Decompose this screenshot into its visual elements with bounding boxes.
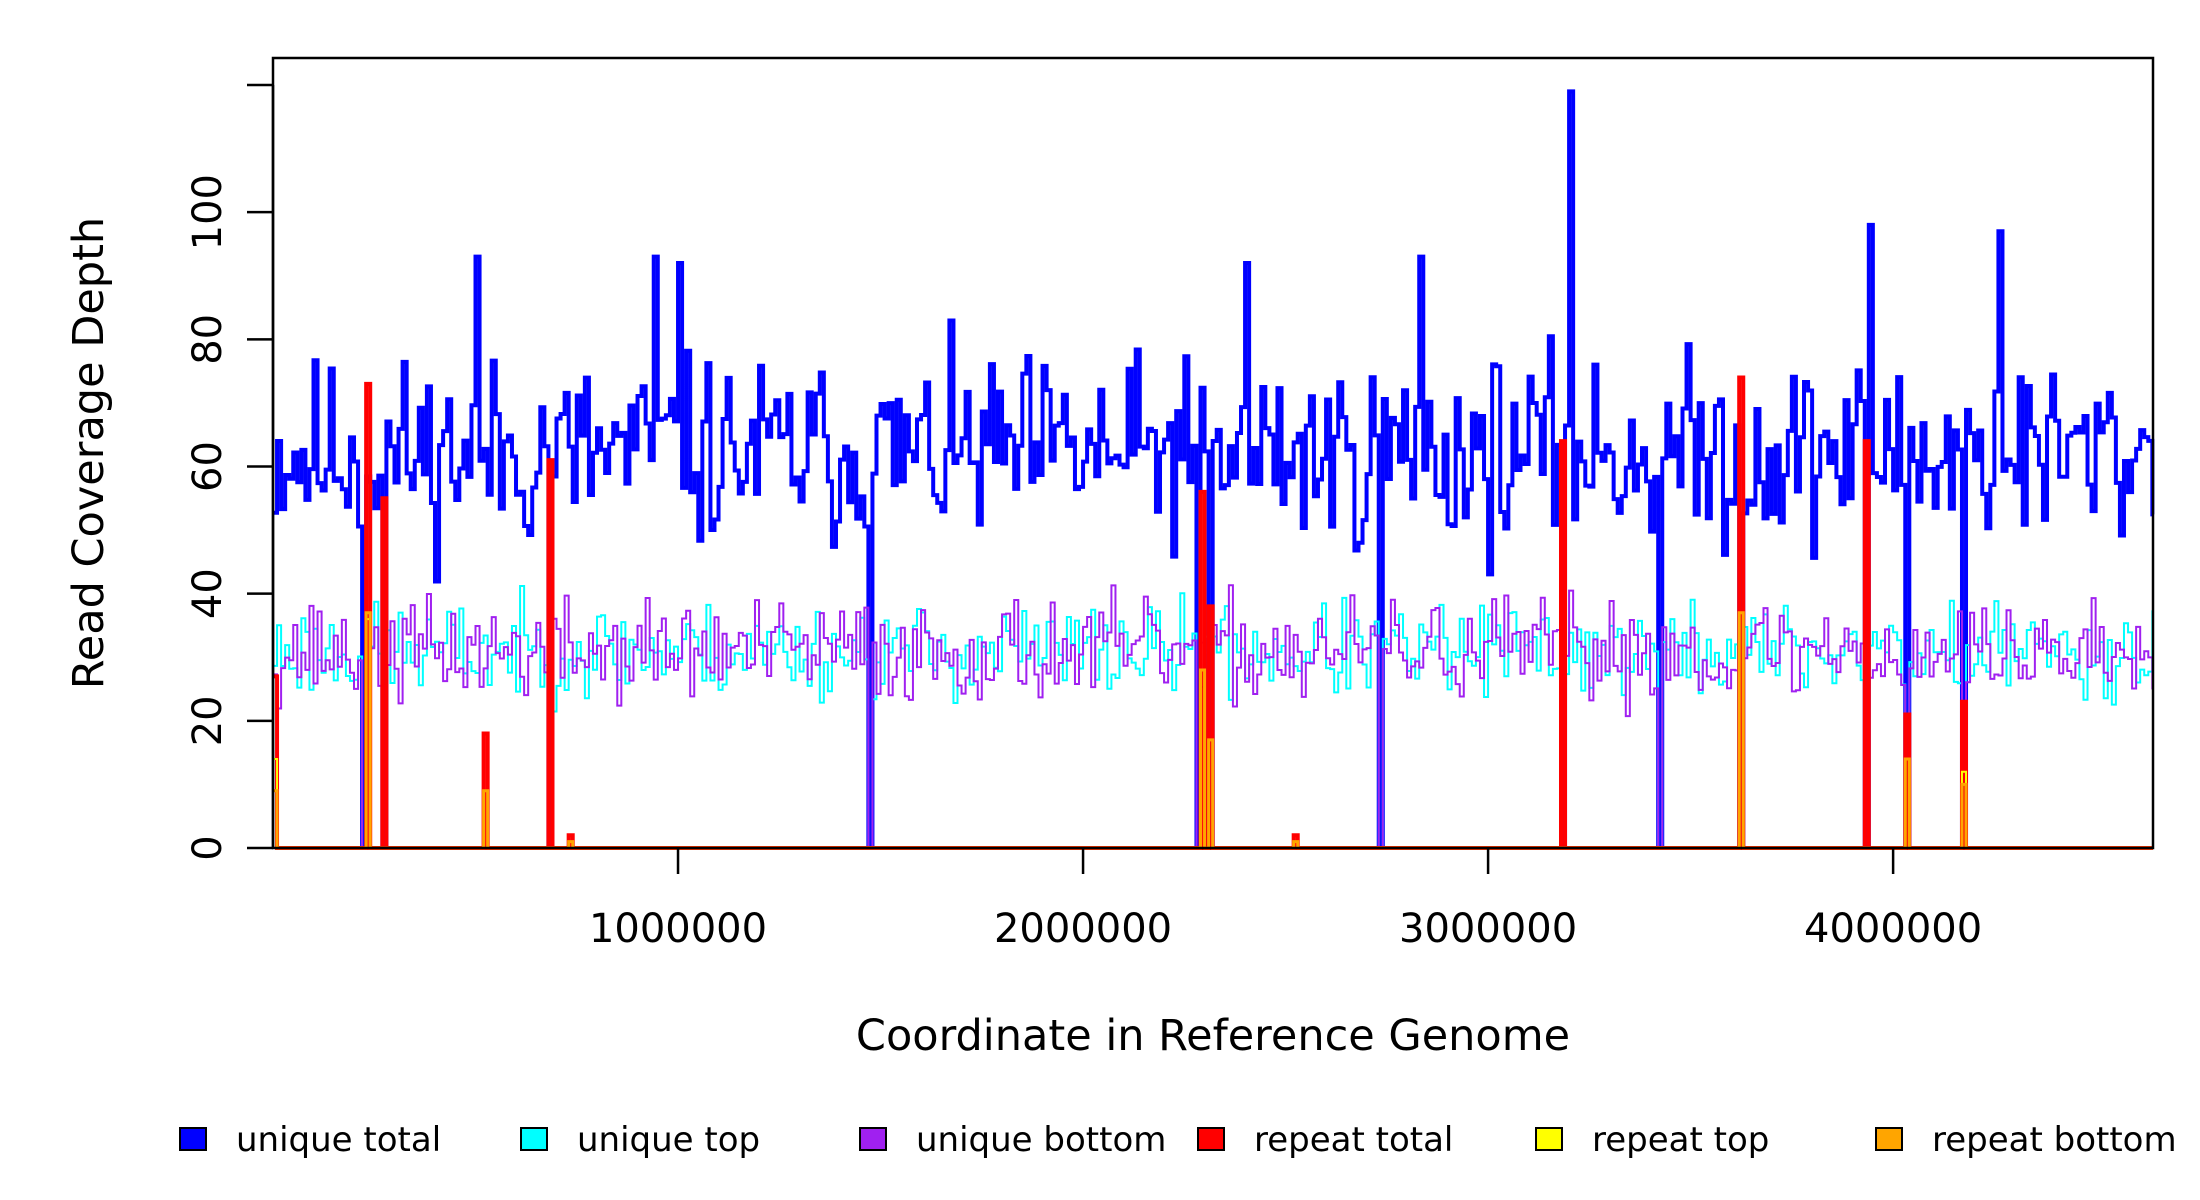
legend-label: repeat total — [1254, 1120, 1453, 1160]
x-tick-label: 4000000 — [1804, 906, 1982, 952]
series-unique-bottom — [273, 584, 2154, 849]
legend-item-repeat-bottom: repeat bottom — [1875, 1120, 2177, 1160]
legend-item-unique-total: unique total — [179, 1120, 441, 1160]
y-tick-label: 0 — [185, 835, 231, 860]
legend-swatch — [179, 1127, 207, 1151]
legend-item-unique-bottom: unique bottom — [859, 1120, 1166, 1160]
legend: unique total unique top unique bottom repea… — [179, 1120, 2177, 1160]
x-axis-title: Coordinate in Reference Genome — [856, 1011, 1570, 1061]
legend-swatch — [1535, 1127, 1563, 1151]
legend-swatch — [1875, 1127, 1903, 1151]
y-tick-label: 20 — [185, 695, 231, 746]
legend-swatch — [1197, 1127, 1225, 1151]
y-tick-label: 100 — [185, 174, 231, 250]
legend-item-repeat-total: repeat total — [1197, 1120, 1453, 1160]
legend-label: unique bottom — [916, 1120, 1166, 1160]
series-layer — [273, 89, 2155, 850]
legend-label: repeat bottom — [1932, 1120, 2177, 1160]
legend-item-repeat-top: repeat top — [1535, 1120, 1769, 1160]
y-tick-label: 80 — [185, 314, 231, 365]
y-axis: 0 20 40 60 80 100 — [185, 83, 275, 861]
x-axis: 1000000 2000000 3000000 4000000 — [589, 848, 1982, 952]
x-tick-label: 3000000 — [1399, 906, 1577, 952]
y-tick-label: 40 — [185, 568, 231, 619]
legend-item-unique-top: unique top — [520, 1120, 760, 1160]
y-tick-label: 60 — [185, 441, 231, 492]
legend-swatch — [859, 1127, 887, 1151]
x-tick-label: 2000000 — [994, 906, 1172, 952]
series-unique-total — [273, 89, 2155, 850]
legend-label: repeat top — [1592, 1120, 1769, 1160]
y-axis-title: Read Coverage Depth — [64, 217, 114, 689]
legend-label: unique top — [577, 1120, 760, 1160]
legend-swatch — [520, 1127, 548, 1151]
x-tick-label: 1000000 — [589, 906, 767, 952]
legend-label: unique total — [236, 1120, 441, 1160]
